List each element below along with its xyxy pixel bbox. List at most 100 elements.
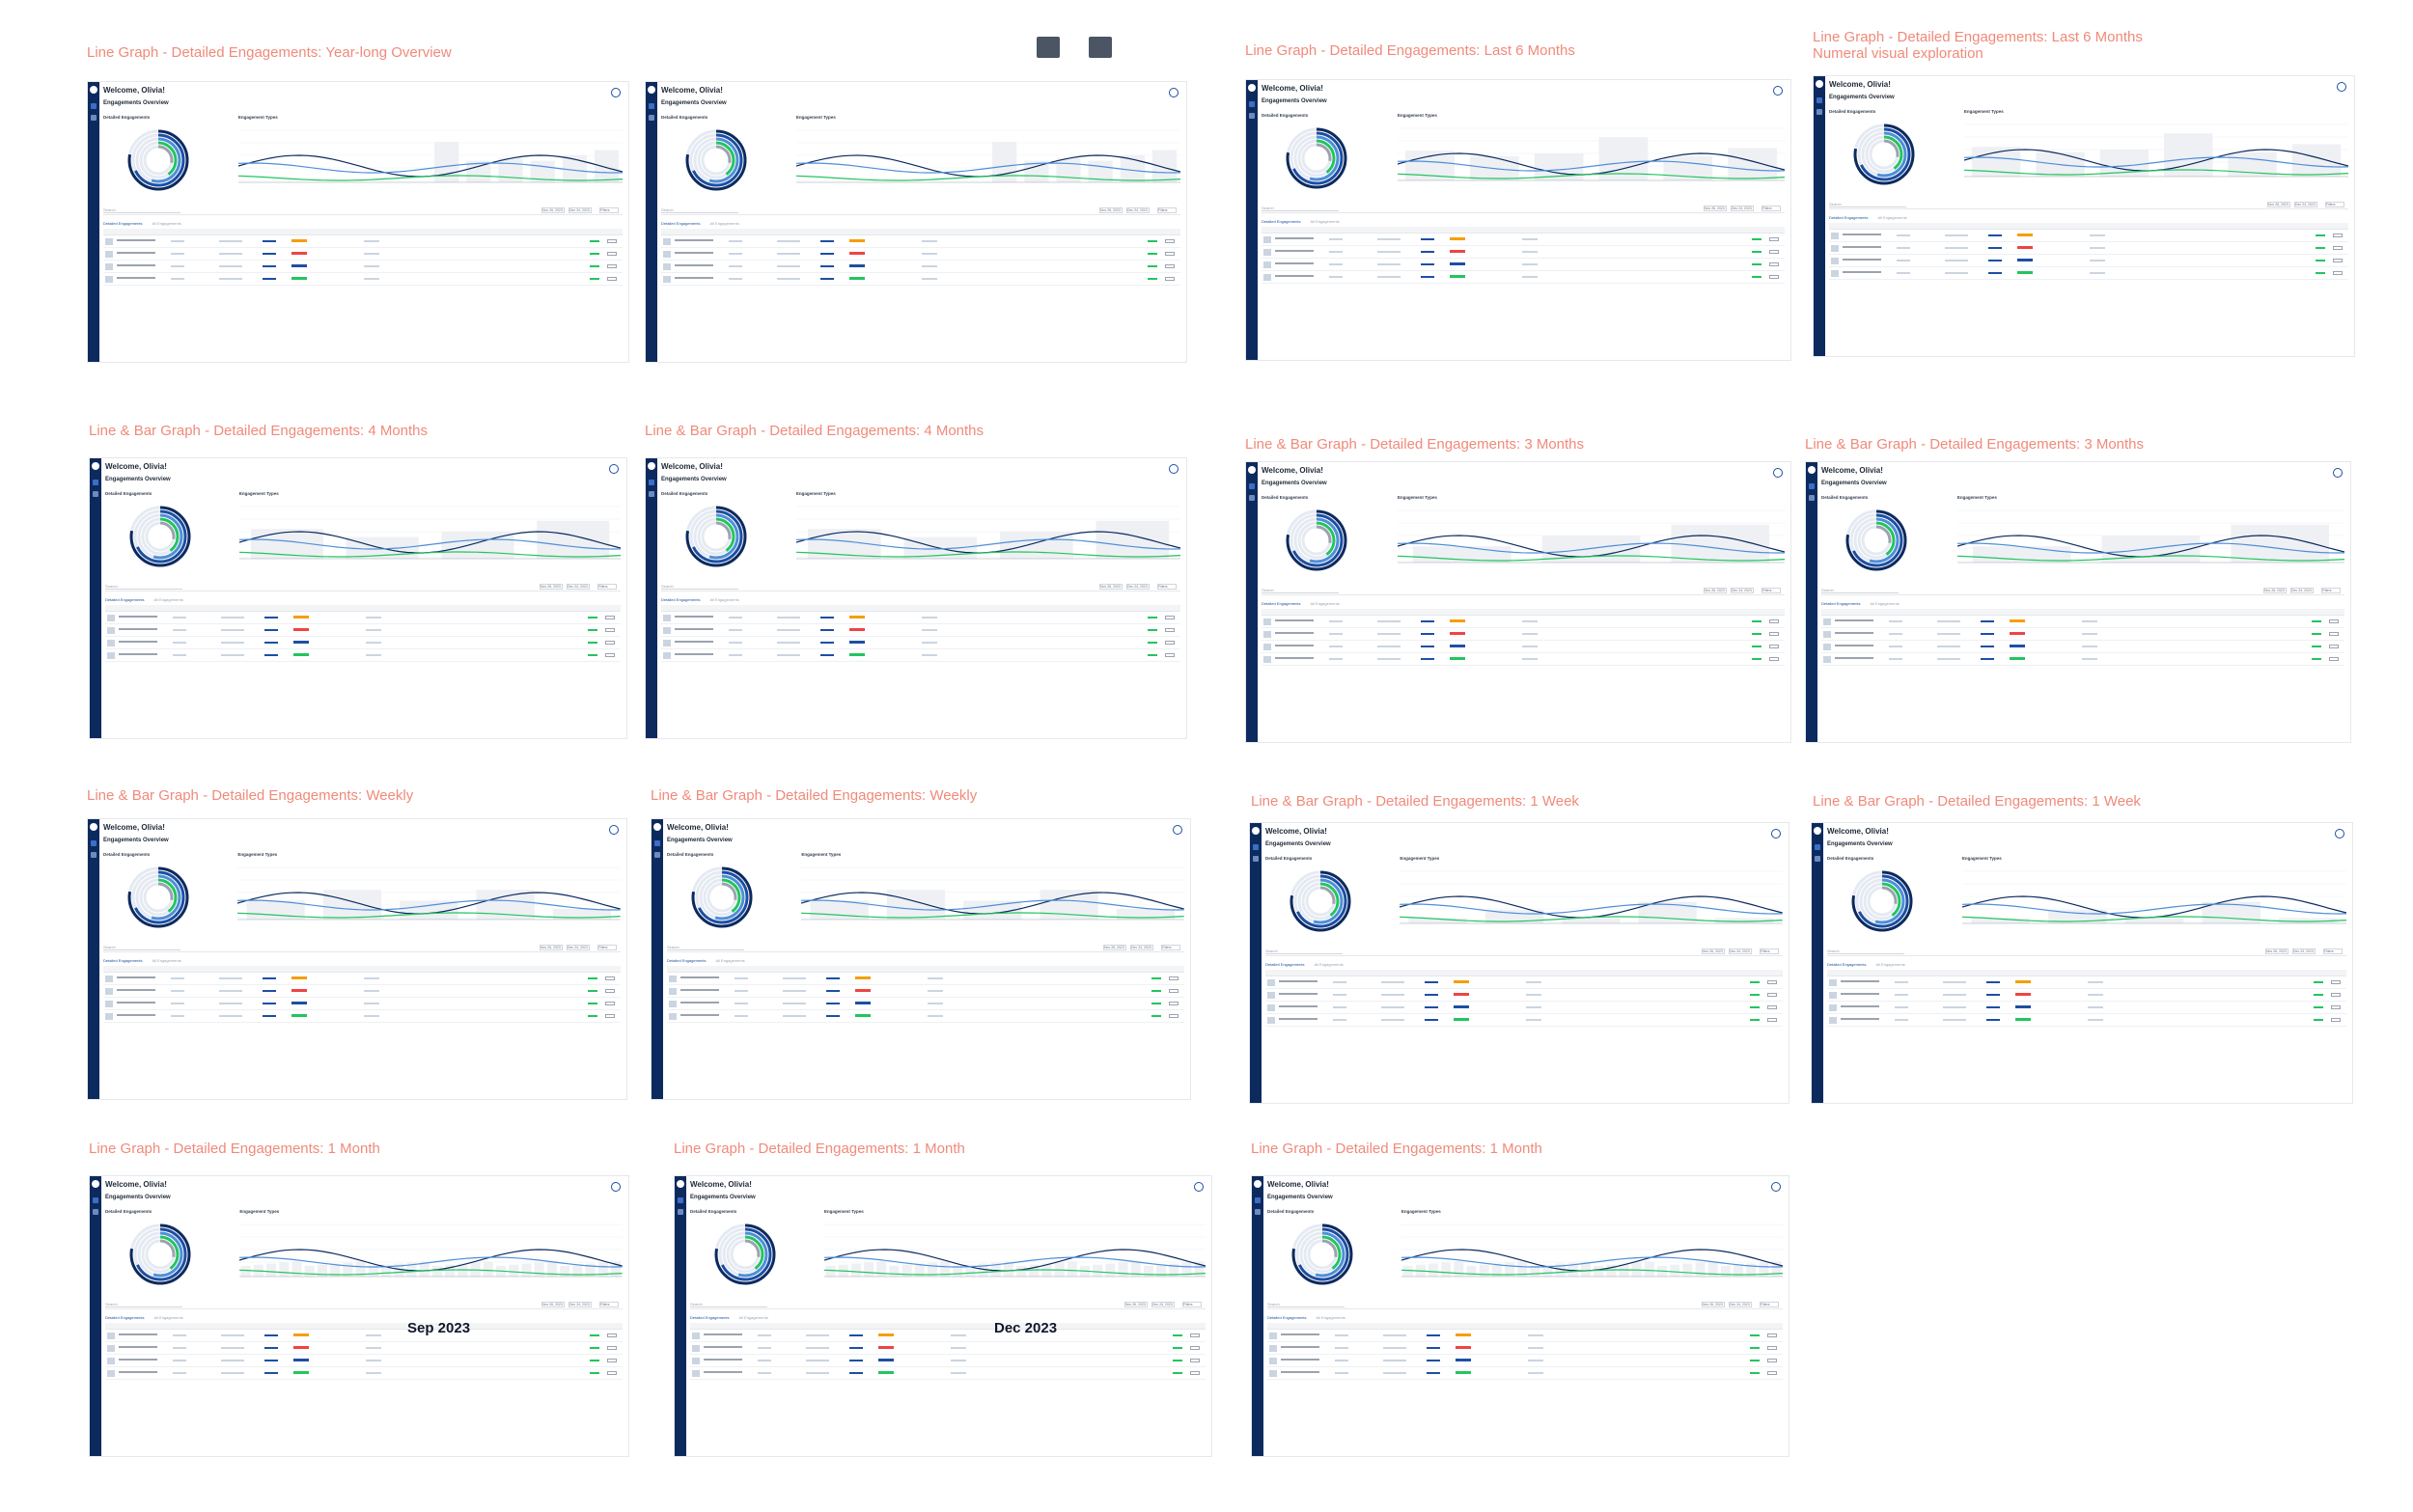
table-cell[interactable] bbox=[607, 1346, 617, 1350]
tab-detailed[interactable]: Detailed Engagements bbox=[1267, 1315, 1307, 1320]
table-row[interactable] bbox=[1821, 628, 2344, 641]
tab-detailed[interactable]: Detailed Engagements bbox=[103, 958, 143, 963]
table-cell[interactable] bbox=[1769, 262, 1779, 266]
tab-detailed[interactable]: Detailed Engagements bbox=[1829, 215, 1869, 220]
table-cell[interactable] bbox=[1767, 980, 1777, 984]
table-row[interactable] bbox=[1267, 1342, 1783, 1355]
tab-all[interactable]: All Engagements bbox=[1875, 962, 1905, 967]
table-row[interactable] bbox=[1827, 1002, 2346, 1014]
table-row[interactable] bbox=[103, 998, 621, 1010]
table-row[interactable] bbox=[103, 1010, 621, 1023]
end-date-field[interactable]: Dec 24, 2023 bbox=[1126, 584, 1150, 590]
table-cell[interactable] bbox=[2333, 271, 2343, 275]
table-cell[interactable] bbox=[605, 616, 615, 619]
nav-icon[interactable] bbox=[649, 103, 654, 109]
table-row[interactable] bbox=[105, 1367, 623, 1380]
table-row[interactable] bbox=[105, 649, 621, 662]
nav-icon[interactable] bbox=[91, 840, 97, 846]
avatar-icon[interactable] bbox=[609, 825, 619, 835]
table-row[interactable] bbox=[1262, 641, 1785, 653]
table-cell[interactable] bbox=[2331, 1018, 2341, 1022]
table-cell[interactable] bbox=[1767, 1359, 1777, 1362]
nav-icon[interactable] bbox=[1249, 101, 1255, 107]
tab-detailed[interactable]: Detailed Engagements bbox=[690, 1315, 730, 1320]
search-input[interactable]: Search bbox=[1262, 588, 1339, 593]
table-cell[interactable] bbox=[1169, 1014, 1179, 1018]
table-row[interactable] bbox=[1827, 1014, 2346, 1027]
tab-detailed[interactable]: Detailed Engagements bbox=[661, 221, 701, 226]
start-date-field[interactable]: Nov 26, 2023 bbox=[1702, 1302, 1725, 1307]
table-row[interactable] bbox=[690, 1355, 1206, 1367]
tab-all[interactable]: All Engagements bbox=[709, 597, 739, 602]
tab-all[interactable]: All Engagements bbox=[153, 1315, 183, 1320]
end-date-field[interactable]: Dec 24, 2023 bbox=[1151, 1302, 1175, 1307]
table-row[interactable] bbox=[1267, 1355, 1783, 1367]
avatar-icon[interactable] bbox=[1771, 1182, 1781, 1192]
search-input[interactable]: Search bbox=[1262, 206, 1339, 211]
table-cell[interactable] bbox=[1767, 1371, 1777, 1375]
table-row[interactable] bbox=[1265, 989, 1783, 1002]
tab-all[interactable]: All Engagements bbox=[1877, 215, 1907, 220]
table-row[interactable] bbox=[1829, 255, 2348, 267]
nav-icon[interactable] bbox=[93, 1209, 98, 1215]
nav-icon[interactable] bbox=[1255, 1197, 1261, 1203]
table-row[interactable] bbox=[690, 1330, 1206, 1342]
table-cell[interactable] bbox=[1165, 239, 1175, 243]
start-date-field[interactable]: Nov 26, 2023 bbox=[540, 584, 563, 590]
tab-detailed[interactable]: Detailed Engagements bbox=[1262, 601, 1301, 606]
table-cell[interactable] bbox=[1165, 616, 1175, 619]
nav-icon[interactable] bbox=[654, 840, 660, 846]
end-date-field[interactable]: Dec 24, 2023 bbox=[2290, 588, 2314, 593]
filters-button[interactable]: Filters bbox=[1761, 588, 1781, 593]
table-cell[interactable] bbox=[2331, 980, 2341, 984]
avatar-icon[interactable] bbox=[1773, 468, 1783, 478]
start-date-field[interactable]: Nov 26, 2023 bbox=[1704, 206, 1727, 211]
table-row[interactable] bbox=[690, 1342, 1206, 1355]
nav-icon[interactable] bbox=[1817, 97, 1822, 103]
table-cell[interactable] bbox=[1190, 1333, 1200, 1337]
table-row[interactable] bbox=[661, 649, 1180, 662]
table-row[interactable] bbox=[105, 1342, 623, 1355]
table-cell[interactable] bbox=[1767, 1333, 1777, 1337]
tab-all[interactable]: All Engagements bbox=[709, 221, 739, 226]
start-date-field[interactable]: Nov 26, 2023 bbox=[2263, 588, 2287, 593]
nav-icon[interactable] bbox=[1249, 495, 1255, 501]
table-row[interactable] bbox=[667, 1010, 1184, 1023]
filters-button[interactable]: Filters bbox=[597, 945, 617, 950]
table-row[interactable] bbox=[1829, 267, 2348, 280]
table-cell[interactable] bbox=[1169, 1002, 1179, 1005]
filters-button[interactable]: Filters bbox=[599, 207, 619, 213]
table-row[interactable] bbox=[1262, 246, 1785, 259]
avatar-icon[interactable] bbox=[1173, 825, 1182, 835]
table-row[interactable] bbox=[105, 624, 621, 637]
table-row[interactable] bbox=[103, 973, 621, 985]
end-date-field[interactable]: Dec 24, 2023 bbox=[567, 584, 590, 590]
table-row[interactable] bbox=[1262, 271, 1785, 284]
filters-button[interactable]: Filters bbox=[599, 1302, 619, 1307]
table-cell[interactable] bbox=[1769, 275, 1779, 279]
nav-icon[interactable] bbox=[654, 852, 660, 858]
table-row[interactable] bbox=[105, 1355, 623, 1367]
start-date-field[interactable]: Nov 26, 2023 bbox=[1103, 945, 1126, 950]
nav-icon[interactable] bbox=[1255, 1209, 1261, 1215]
nav-icon[interactable] bbox=[91, 103, 97, 109]
start-date-field[interactable]: Nov 26, 2023 bbox=[541, 207, 565, 213]
avatar-icon[interactable] bbox=[1771, 829, 1781, 838]
tab-all[interactable]: All Engagements bbox=[152, 958, 181, 963]
nav-icon[interactable] bbox=[93, 480, 98, 485]
filters-button[interactable]: Filters bbox=[1761, 206, 1781, 211]
table-cell[interactable] bbox=[1169, 989, 1179, 993]
table-cell[interactable] bbox=[605, 976, 615, 980]
table-row[interactable] bbox=[103, 248, 623, 261]
table-row[interactable] bbox=[1829, 230, 2348, 242]
start-date-field[interactable]: Nov 26, 2023 bbox=[1702, 948, 1725, 954]
end-date-field[interactable]: Dec 24, 2023 bbox=[1126, 207, 1150, 213]
start-date-field[interactable]: Nov 26, 2023 bbox=[2265, 948, 2288, 954]
table-cell[interactable] bbox=[607, 264, 617, 268]
end-date-field[interactable]: Dec 24, 2023 bbox=[1731, 206, 1754, 211]
table-cell[interactable] bbox=[1165, 628, 1175, 632]
tab-all[interactable]: All Engagements bbox=[715, 958, 745, 963]
nav-icon[interactable] bbox=[1809, 483, 1815, 489]
tab-detailed[interactable]: Detailed Engagements bbox=[105, 1315, 145, 1320]
table-row[interactable] bbox=[661, 235, 1180, 248]
